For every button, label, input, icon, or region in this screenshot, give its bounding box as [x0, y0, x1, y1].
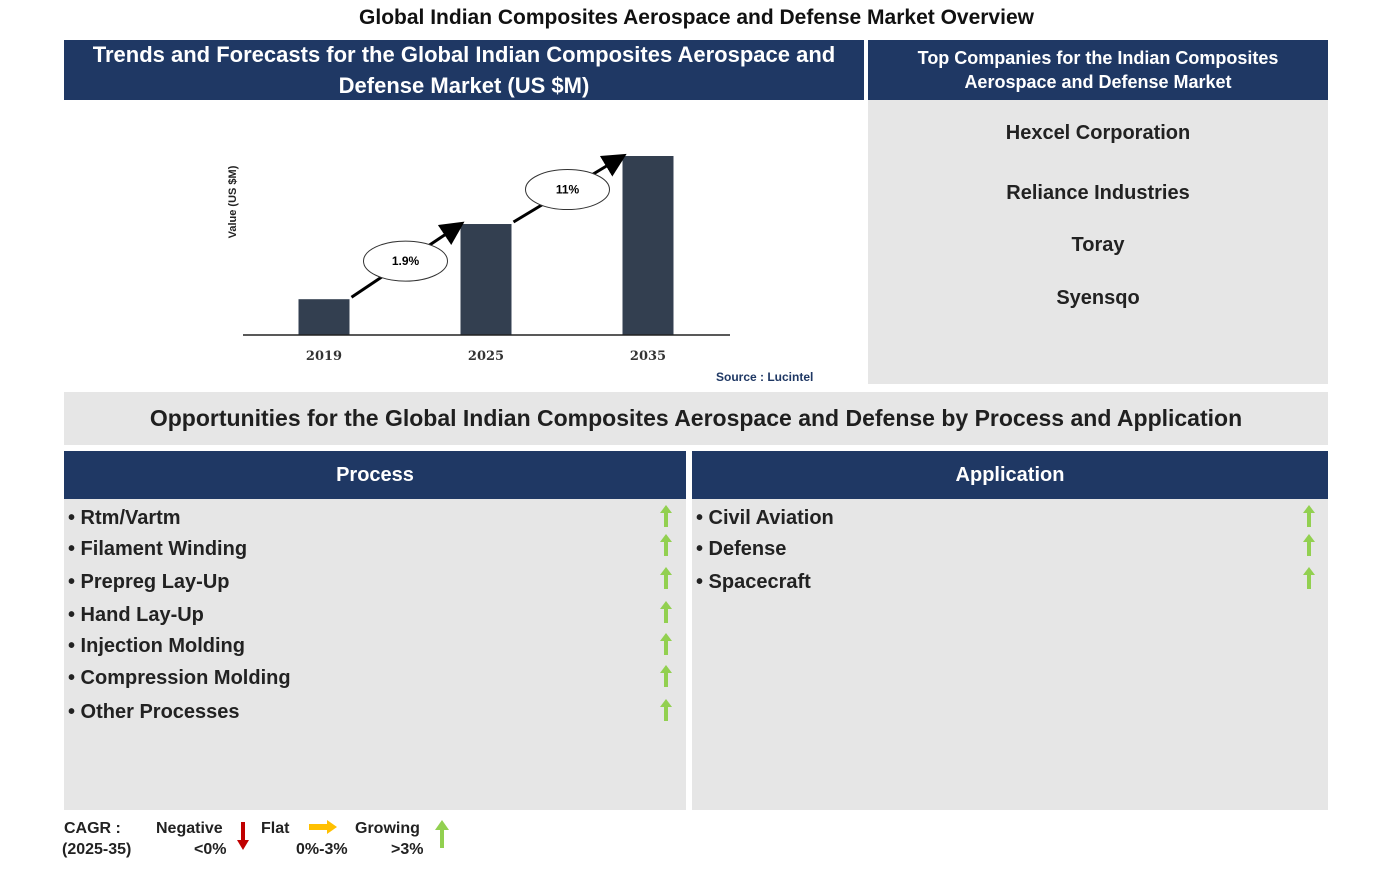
bar-2025: [460, 224, 512, 335]
legend-growing-range: >3%: [391, 841, 424, 858]
down-arrow-icon: [237, 822, 249, 850]
x-tick-label: 2035: [630, 349, 666, 364]
bar-2035: [622, 156, 674, 335]
companies-panel: Hexcel Corporation Reliance Industries T…: [868, 100, 1328, 384]
cagr-label: 11%: [556, 183, 580, 197]
process-panel: • Rtm/Vartm • Filament Winding • Prepreg…: [64, 499, 686, 810]
process-item: • Compression Molding: [68, 667, 291, 689]
process-item: • Hand Lay-Up: [68, 604, 204, 626]
cagr-bubble: [363, 240, 448, 282]
source-label: Source : Lucintel: [716, 370, 814, 384]
process-item: • Other Processes: [68, 701, 240, 723]
growing-arrow-icon: [660, 601, 672, 623]
company-item: Toray: [1071, 234, 1125, 256]
process-item: • Injection Molding: [68, 635, 245, 657]
growing-arrow-icon: [660, 633, 672, 655]
legend-negative-label: Negative: [156, 820, 223, 837]
growing-arrow-icon: [660, 505, 672, 527]
y-axis-label: Value (US $M): [227, 165, 239, 238]
process-item: • Prepreg Lay-Up: [68, 571, 230, 593]
application-header: Application: [692, 451, 1328, 499]
page-title: Global Indian Composites Aerospace and D…: [359, 6, 1034, 29]
growing-arrow-icon: [1303, 534, 1315, 556]
growing-arrow-icon: [660, 567, 672, 589]
legend-flat-range: 0%-3%: [296, 841, 348, 858]
process-item: • Filament Winding: [68, 538, 248, 560]
process-item: • Rtm/Vartm: [68, 507, 181, 529]
company-item: Reliance Industries: [1006, 182, 1190, 204]
legend-flat-label: Flat: [261, 820, 290, 837]
company-item: Syensqo: [1056, 287, 1140, 309]
growing-arrow-icon: [1303, 505, 1315, 527]
up-arrow-icon: [435, 820, 449, 848]
growing-arrow-icon: [1303, 567, 1315, 589]
cagr-period: (2025-35): [62, 841, 132, 858]
x-tick-label: 2019: [306, 349, 342, 364]
legend-growing-label: Growing: [355, 820, 420, 837]
process-header: Process: [64, 451, 686, 499]
growing-arrow-icon: [660, 665, 672, 687]
application-panel: • Civil Aviation • Defense • Spacecraft: [692, 499, 1328, 810]
x-tick-label: 2025: [468, 349, 504, 364]
legend-negative-range: <0%: [194, 841, 227, 858]
application-item: • Spacecraft: [696, 571, 811, 593]
cagr-bubble: [525, 169, 610, 211]
bar-chart: Value (US $M) 2019 2025 2035 1.9% 11%: [227, 153, 730, 364]
cagr-label: 1.9%: [392, 254, 420, 268]
companies-header: Top Companies for the Indian Composites …: [868, 40, 1328, 100]
bar-2019: [298, 299, 350, 335]
company-item: Hexcel Corporation: [1005, 122, 1191, 144]
growing-arrow-icon: [660, 534, 672, 556]
application-item: • Defense: [696, 538, 787, 560]
growing-arrow-icon: [660, 699, 672, 721]
opportunities-banner: Opportunities for the Global Indian Comp…: [64, 392, 1328, 445]
application-item: • Civil Aviation: [696, 507, 834, 529]
right-arrow-icon: [309, 820, 337, 834]
chart-section-header: Trends and Forecasts for the Global Indi…: [64, 40, 864, 100]
cagr-label: CAGR :: [64, 820, 121, 837]
